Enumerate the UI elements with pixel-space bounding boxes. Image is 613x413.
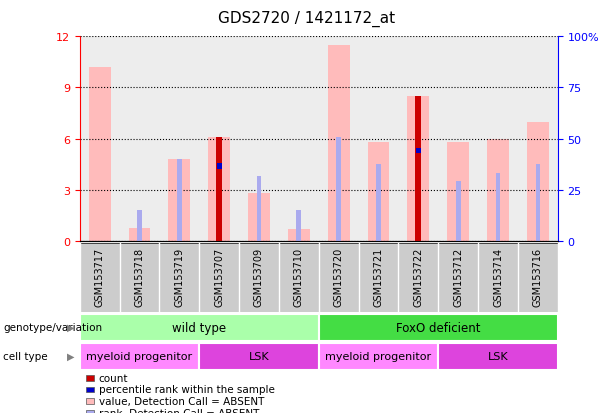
Text: GDS2720 / 1421172_at: GDS2720 / 1421172_at — [218, 10, 395, 26]
Text: myeloid progenitor: myeloid progenitor — [326, 351, 432, 361]
Bar — [518, 37, 558, 242]
Text: GSM153714: GSM153714 — [493, 247, 503, 306]
Text: myeloid progenitor: myeloid progenitor — [86, 351, 192, 361]
Bar — [248, 194, 270, 242]
Bar — [80, 314, 319, 341]
Text: LSK: LSK — [488, 351, 508, 361]
Bar — [169, 160, 190, 242]
Text: wild type: wild type — [172, 321, 226, 334]
Bar — [456, 182, 460, 242]
Text: count: count — [99, 373, 128, 383]
Text: ▶: ▶ — [67, 351, 75, 361]
Bar — [297, 211, 301, 242]
Bar — [199, 343, 319, 370]
Bar — [398, 37, 438, 242]
Text: GSM153717: GSM153717 — [94, 247, 105, 306]
Bar — [319, 314, 558, 341]
Text: FoxO deficient: FoxO deficient — [396, 321, 481, 334]
Text: GSM153707: GSM153707 — [214, 247, 224, 306]
Bar — [80, 37, 120, 242]
Bar — [368, 143, 389, 242]
Bar — [408, 97, 429, 242]
Bar — [376, 165, 381, 242]
Bar — [137, 211, 142, 242]
Text: ▶: ▶ — [67, 322, 75, 332]
Bar — [416, 97, 421, 242]
Bar — [89, 68, 110, 242]
Bar — [416, 149, 421, 154]
Bar — [217, 164, 221, 169]
Bar — [279, 37, 319, 242]
Bar — [478, 37, 518, 242]
Bar — [536, 165, 540, 242]
Text: genotype/variation: genotype/variation — [3, 322, 102, 332]
Bar — [239, 37, 279, 242]
Text: GSM153716: GSM153716 — [533, 247, 543, 306]
Bar — [447, 143, 469, 242]
Bar — [199, 37, 239, 242]
Text: percentile rank within the sample: percentile rank within the sample — [99, 385, 275, 394]
Text: cell type: cell type — [3, 351, 48, 361]
Bar — [80, 343, 199, 370]
Text: GSM153721: GSM153721 — [373, 247, 384, 306]
Bar — [129, 228, 150, 242]
Bar — [319, 343, 438, 370]
Bar — [120, 37, 159, 242]
Text: GSM153710: GSM153710 — [294, 247, 304, 306]
Bar — [438, 343, 558, 370]
Bar — [257, 177, 261, 242]
Text: value, Detection Call = ABSENT: value, Detection Call = ABSENT — [99, 396, 264, 406]
Bar — [527, 122, 549, 242]
Bar — [80, 244, 558, 312]
Bar — [216, 138, 222, 242]
Text: GSM153719: GSM153719 — [174, 247, 185, 306]
Text: GSM153722: GSM153722 — [413, 247, 424, 306]
Text: GSM153712: GSM153712 — [453, 247, 463, 306]
Text: LSK: LSK — [249, 351, 269, 361]
Bar — [208, 138, 230, 242]
Bar — [359, 37, 398, 242]
Bar — [487, 140, 509, 242]
Bar — [159, 37, 199, 242]
Bar — [288, 230, 310, 242]
Text: GSM153720: GSM153720 — [333, 247, 344, 306]
Bar — [438, 37, 478, 242]
Bar — [177, 160, 181, 242]
Bar — [496, 173, 500, 242]
Bar — [319, 37, 359, 242]
Bar — [328, 46, 349, 242]
Text: rank, Detection Call = ABSENT: rank, Detection Call = ABSENT — [99, 408, 259, 413]
Text: GSM153718: GSM153718 — [134, 247, 145, 306]
Bar — [337, 138, 341, 242]
Text: GSM153709: GSM153709 — [254, 247, 264, 306]
